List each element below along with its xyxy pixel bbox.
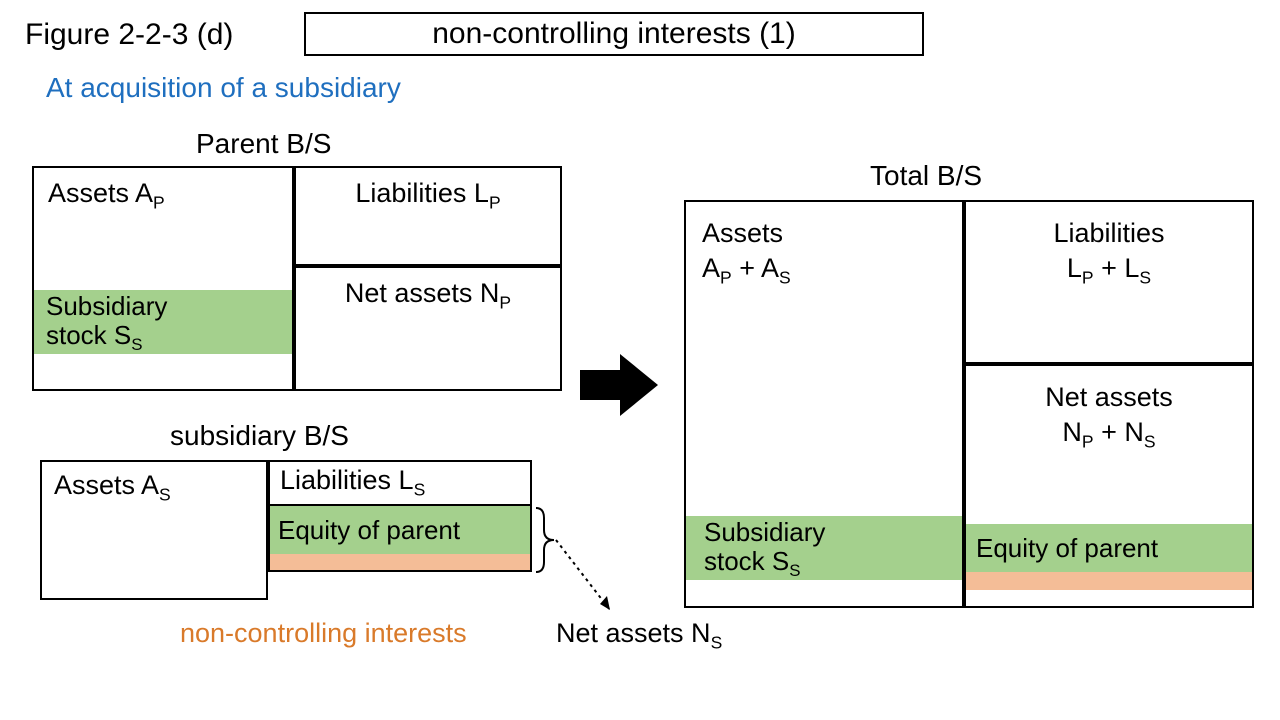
total-assets-text: Assets (702, 216, 791, 251)
parent-assets-cell: Assets AP (32, 166, 294, 391)
sub-assets-sub: S (159, 484, 171, 504)
total-liab-l: L (1067, 253, 1082, 283)
total-assets-line2: AP + AS (702, 251, 791, 289)
total-net-text: Net assets (966, 380, 1252, 415)
total-liab-text: Liabilities (966, 216, 1252, 251)
total-assets-a: A (702, 253, 720, 283)
parent-substock-line2-text: stock S (46, 320, 131, 350)
net-assets-ns-text: Net assets N (556, 618, 711, 648)
total-assets-as: S (779, 267, 791, 287)
total-liab-cell: Liabilities LP + LS (964, 200, 1254, 364)
title-box-text: non-controlling interests (1) (432, 17, 796, 51)
total-liab-line2: LP + LS (966, 251, 1252, 289)
parent-net-sub: P (499, 292, 511, 312)
total-net-np: P (1082, 431, 1094, 451)
total-equity-band: Equity of parent (966, 524, 1252, 572)
sub-liab-text: Liabilities L (280, 465, 414, 495)
parent-liab-sub: P (489, 192, 501, 212)
figure-label: Figure 2-2-3 (d) (25, 18, 233, 52)
total-assets-ap: P (720, 267, 732, 287)
total-liab-plus: + L (1094, 253, 1140, 283)
parent-liab-cell: Liabilities LP (294, 166, 562, 266)
parent-substock-line2: stock SS (46, 321, 292, 355)
net-assets-ns-sub: S (711, 632, 723, 652)
total-net-ns: S (1144, 431, 1156, 451)
subsidiary-bs-title: subsidiary B/S (170, 420, 349, 452)
dotted-arrow (552, 538, 622, 620)
parent-assets-text: Assets A (48, 178, 153, 208)
title-box: non-controlling interests (1) (304, 12, 924, 56)
total-substock-line2-text: stock S (704, 546, 789, 576)
parent-liab-label: Liabilities LP (355, 178, 500, 213)
total-liab-lp: P (1082, 267, 1094, 287)
sub-assets-label: Assets AS (54, 470, 171, 505)
sub-assets-cell: Assets AS (40, 460, 268, 600)
total-substock-line1: Subsidiary (704, 518, 962, 547)
arrow-icon (580, 350, 660, 420)
total-substock-sub: S (789, 561, 800, 580)
total-net-line2: NP + NS (966, 415, 1252, 453)
parent-net-cell: Net assets NP (294, 266, 562, 391)
net-assets-ns-label: Net assets NS (556, 618, 722, 653)
total-equity-text: Equity of parent (976, 533, 1158, 564)
sub-liab-sub: S (414, 480, 426, 500)
total-substock-band: Subsidiary stock SS (686, 516, 962, 580)
total-assets-plus: + A (732, 253, 779, 283)
subtitle: At acquisition of a subsidiary (46, 72, 401, 104)
parent-assets-label: Assets AP (48, 178, 165, 213)
sub-liab-label: Liabilities LS (280, 465, 425, 500)
sub-assets-text: Assets A (54, 470, 159, 500)
parent-net-label: Net assets NP (345, 278, 511, 313)
total-assets-label: Assets AP + AS (702, 216, 791, 289)
parent-substock-sub: S (131, 335, 142, 354)
parent-liab-text: Liabilities L (355, 178, 489, 208)
parent-substock-band: Subsidiary stock SS (34, 290, 292, 354)
sub-equity-text: Equity of parent (278, 515, 460, 546)
total-substock-line2: stock SS (704, 547, 962, 581)
total-bs-title: Total B/S (870, 160, 982, 192)
parent-net-text: Net assets N (345, 278, 500, 308)
sub-nci-band (268, 554, 532, 572)
parent-substock-line1: Subsidiary (46, 292, 292, 321)
parent-assets-sub: P (153, 192, 165, 212)
total-liab-ls: S (1139, 267, 1151, 287)
parent-bs-title: Parent B/S (196, 128, 331, 160)
total-net-n: N (1062, 417, 1082, 447)
total-net-plus: + N (1094, 417, 1144, 447)
nci-label: non-controlling interests (180, 618, 467, 649)
total-nci-band (966, 572, 1252, 590)
sub-liab-cell: Liabilities LS (268, 460, 532, 506)
sub-equity-band: Equity of parent (268, 506, 532, 554)
